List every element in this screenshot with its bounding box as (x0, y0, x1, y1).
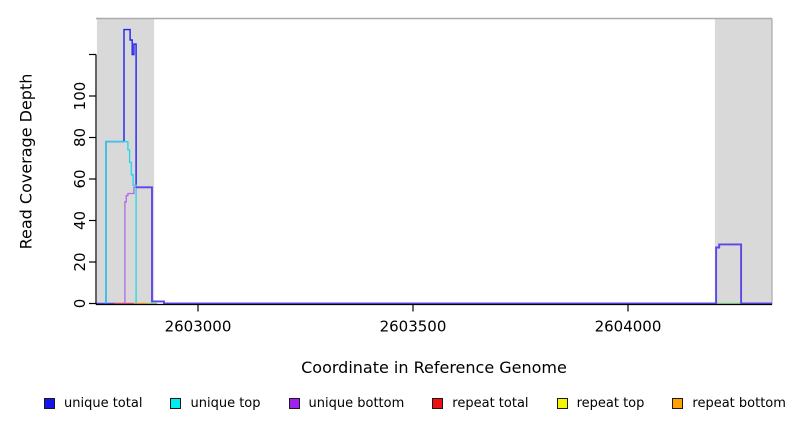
series-unique-bottom (124, 186, 137, 304)
legend-label: unique top (190, 396, 261, 411)
x-tick-label: 2604000 (595, 318, 662, 336)
y-tick-label: 100 (71, 82, 89, 111)
x-tick-label: 2603000 (165, 318, 232, 336)
legend-swatch-icon (170, 398, 182, 409)
masked-region-right (714, 18, 773, 305)
series-unique-top (105, 140, 137, 304)
legend-swatch-icon (432, 398, 444, 409)
x-tick-label: 2603500 (380, 318, 447, 336)
y-tick-label: 80 (71, 128, 89, 147)
legend-swatch-icon (672, 398, 684, 409)
y-tick-label: 20 (71, 252, 89, 271)
legend-label: unique total (64, 396, 143, 411)
y-axis-label: Read Coverage Depth (16, 73, 36, 250)
legend-item-repeat-bottom: repeat bottom (672, 396, 786, 411)
legend-item-repeat-top: repeat top (556, 396, 645, 411)
legend-item-unique-bottom: unique bottom (288, 396, 405, 411)
y-tick-label: 60 (71, 169, 89, 188)
legend: unique total unique top unique bottom repea… (44, 396, 786, 411)
series-total-bottom-overlap (136, 186, 772, 305)
legend-swatch-icon (556, 398, 568, 409)
legend-label: repeat total (452, 396, 529, 411)
legend-swatch-icon (44, 398, 55, 409)
legend-label: repeat bottom (692, 396, 786, 411)
x-axis-label: Coordinate in Reference Genome (301, 358, 567, 377)
y-tick-label: 0 (71, 299, 89, 309)
y-tick-label: 40 (71, 211, 89, 230)
legend-item-repeat-total: repeat total (432, 396, 529, 411)
legend-label: repeat top (576, 396, 645, 411)
legend-item-unique-top: unique top (170, 396, 261, 411)
legend-item-unique-total: unique total (44, 396, 142, 411)
legend-swatch-icon (288, 398, 300, 409)
legend-label: unique bottom (308, 396, 405, 411)
